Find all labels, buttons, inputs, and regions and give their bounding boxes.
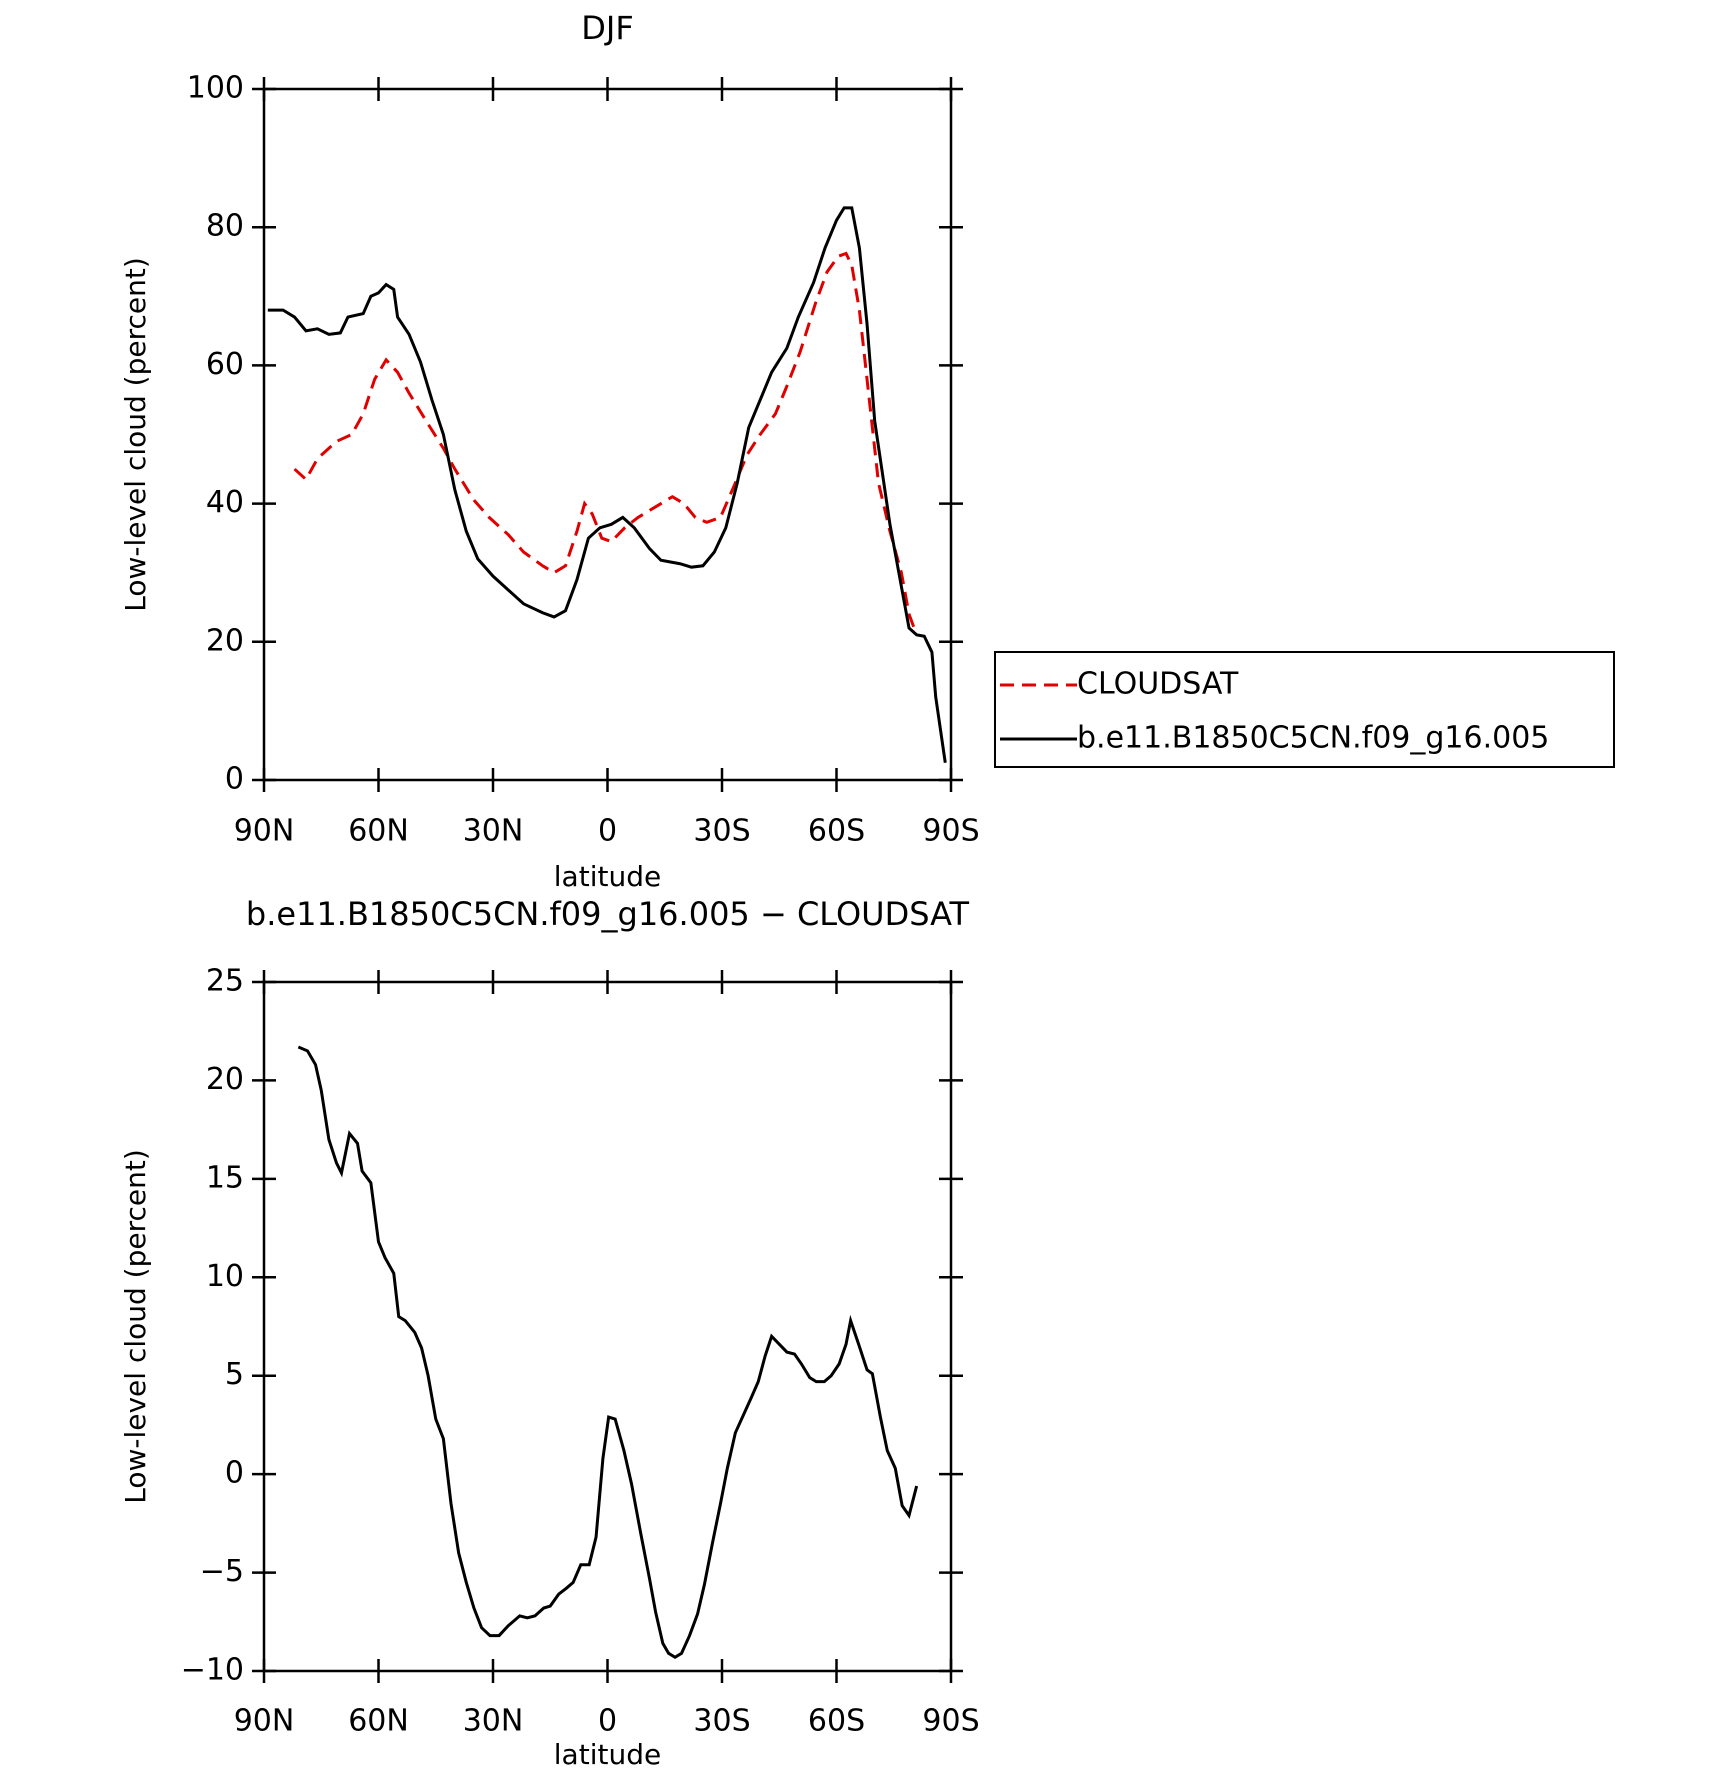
y-tick-label: 10 [206,1259,244,1294]
chart-title: DJF [581,9,633,47]
y-axis-label: Low-level cloud (percent) [119,257,152,612]
x-tick-label: 60N [348,814,409,849]
plot-frame [262,87,953,782]
legend: CLOUDSAT b.e11.B1850C5CN.f09_g16.005 [994,651,1615,768]
legend-label: CLOUDSAT [1077,667,1239,702]
x-tick-label: 30N [463,1704,524,1739]
x-tick-label: 90S [922,1704,979,1739]
x-tick-label: 30S [693,814,750,849]
y-tick-label: −10 [181,1653,244,1688]
y-tick-label: 15 [206,1160,244,1195]
data-line [293,251,919,636]
y-tick-label: 20 [206,623,244,658]
x-tick-label: 0 [598,814,617,849]
y-tick-label: 40 [206,485,244,520]
y-tick-label: −5 [200,1554,244,1589]
y-tick-label: 60 [206,347,244,382]
y-axis-label: Low-level cloud (percent) [119,1149,152,1504]
y-tick-label: 5 [225,1357,244,1392]
x-tick-label: 90N [234,814,295,849]
x-tick-label: 0 [598,1704,617,1739]
x-tick-label: 90S [922,814,979,849]
y-tick-label: 0 [225,762,244,797]
x-axis-label: latitude [554,860,661,893]
chart-title: b.e11.B1850C5CN.f09_g16.005 − CLOUDSAT [246,895,970,933]
y-tick-label: 20 [206,1062,244,1097]
data-line [267,206,947,763]
x-axis-label: latitude [554,1738,661,1771]
x-tick-label: 60S [808,1704,865,1739]
y-tick-label: 25 [206,964,244,999]
x-tick-label: 60N [348,1704,409,1739]
x-tick-label: 90N [234,1704,295,1739]
x-tick-label: 30N [463,814,524,849]
x-tick-label: 30S [693,1704,750,1739]
y-tick-label: 80 [206,209,244,244]
y-tick-label: 0 [225,1456,244,1491]
x-tick-label: 60S [808,814,865,849]
legend-label: b.e11.B1850C5CN.f09_g16.005 [1077,721,1549,756]
data-line [297,1045,919,1659]
y-tick-label: 100 [187,71,244,106]
legend-frame [994,651,1615,768]
